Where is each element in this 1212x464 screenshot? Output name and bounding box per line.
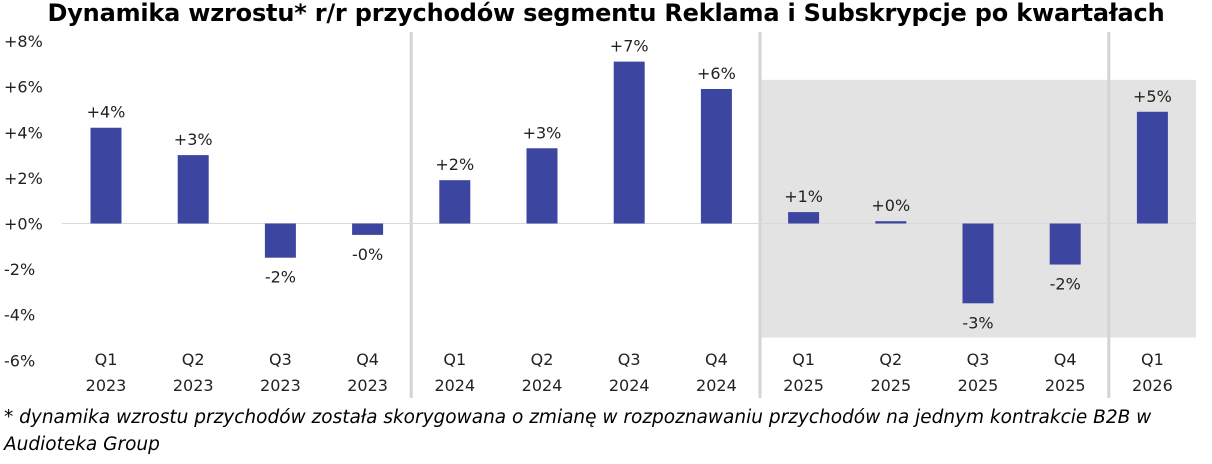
x-tick-quarter: Q2: [182, 350, 205, 369]
x-tick-year: 2025: [958, 376, 999, 395]
y-tick-label: -4%: [4, 306, 35, 325]
data-label: +2%: [435, 155, 474, 174]
y-tick-label: +2%: [4, 169, 43, 188]
data-label: -0%: [352, 245, 383, 264]
x-tick-quarter: Q4: [705, 350, 728, 369]
data-label: +4%: [87, 103, 126, 122]
x-tick-year: 2024: [609, 376, 650, 395]
bar-q2-2023: [177, 155, 209, 224]
x-tick-year: 2024: [522, 376, 563, 395]
data-label: +7%: [610, 37, 649, 56]
x-tick-year: 2025: [783, 376, 824, 395]
x-tick-quarter: Q1: [792, 350, 815, 369]
chart-title: Dynamika wzrostu* r/r przychodów segment…: [47, 0, 1165, 27]
bar-q1-2023: [90, 127, 122, 224]
bar-chart: +8% +6% +4% +2% +0% -2% -4% -6% +4% Q1 2023 +3% Q2 20…: [4, 32, 1196, 398]
x-tick-year: 2025: [1045, 376, 1086, 395]
x-tick-year: 2026: [1132, 376, 1173, 395]
data-label: +0%: [871, 196, 910, 215]
x-tick-quarter: Q1: [1141, 350, 1164, 369]
data-label: +1%: [784, 187, 823, 206]
bar-q1-2025: [788, 212, 820, 224]
data-label: -3%: [962, 313, 993, 332]
y-tick-label: +4%: [4, 123, 43, 142]
y-tick-label: -6%: [4, 351, 35, 370]
x-tick-quarter: Q3: [618, 350, 641, 369]
x-tick-quarter: Q3: [269, 350, 292, 369]
x-tick-year: 2024: [434, 376, 475, 395]
bar-q4-2023: [352, 223, 384, 235]
x-tick-quarter: Q1: [443, 350, 466, 369]
data-label: -2%: [1050, 275, 1081, 294]
y-tick-label: +0%: [4, 215, 43, 234]
bar-q1-2024: [439, 180, 471, 224]
bar-q3-2023: [264, 223, 296, 258]
x-tick-quarter: Q4: [356, 350, 379, 369]
bar-q3-2024: [613, 61, 645, 224]
y-tick-label: +6%: [4, 78, 43, 97]
x-tick-year: 2023: [86, 376, 127, 395]
x-tick-year: 2024: [696, 376, 737, 395]
x-tick-quarter: Q3: [967, 350, 990, 369]
x-tick-year: 2023: [347, 376, 388, 395]
x-tick-year: 2023: [260, 376, 301, 395]
bar-q4-2025: [1049, 223, 1081, 265]
bar-q2-2025: [875, 221, 907, 224]
bar-q3-2025: [962, 223, 994, 304]
bar-q2-2024: [526, 148, 558, 224]
data-label: +6%: [697, 64, 736, 83]
data-label: +3%: [174, 130, 213, 149]
x-tick-year: 2023: [173, 376, 214, 395]
y-tick-label: +8%: [4, 32, 43, 51]
x-tick-quarter: Q2: [879, 350, 902, 369]
x-tick-year: 2025: [870, 376, 911, 395]
x-tick-quarter: Q1: [95, 350, 118, 369]
x-tick-quarter: Q2: [531, 350, 554, 369]
data-label: -2%: [265, 268, 296, 287]
x-tick-quarter: Q4: [1054, 350, 1077, 369]
data-label: +3%: [523, 123, 562, 142]
bar-q4-2024: [700, 88, 732, 224]
bar-q1-2026: [1136, 111, 1168, 224]
y-tick-label: -2%: [4, 260, 35, 279]
data-label: +5%: [1133, 87, 1172, 106]
footnote: * dynamika wzrostu przychodów została sk…: [4, 407, 1152, 455]
